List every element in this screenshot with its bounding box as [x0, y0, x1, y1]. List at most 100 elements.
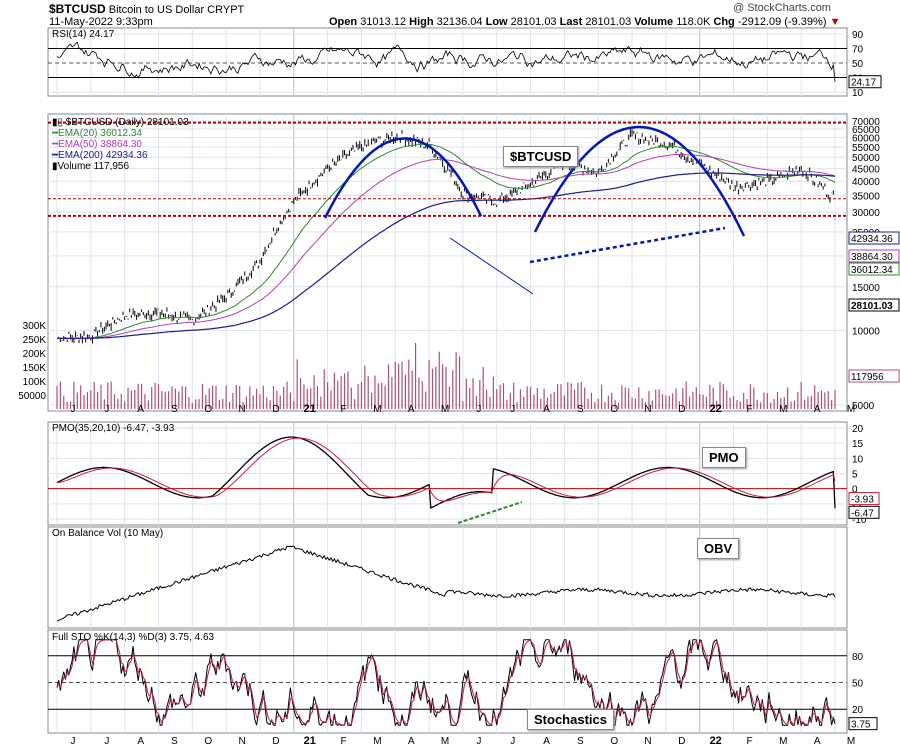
watermark: @ StockCharts.com [733, 2, 831, 14]
last-value: 28101.03 [585, 16, 632, 28]
rsi-ytick: 70 [852, 45, 864, 56]
x-tick-sto: J [476, 736, 481, 747]
x-tick-price: A [814, 404, 821, 415]
obv-title: On Balance Vol (10 May) [52, 528, 164, 539]
sto-d-line [56, 639, 836, 726]
x-tick-price: A [543, 404, 550, 415]
trend-line [449, 237, 534, 295]
sto-ytick: 50 [852, 679, 864, 690]
price-label-box [848, 249, 900, 263]
pmo-callout: PMO [702, 447, 746, 468]
volume-ytick: 250K [23, 335, 47, 346]
x-tick-price: M [441, 404, 449, 415]
ema200-line [57, 172, 836, 340]
x-tick-sto: O [204, 736, 212, 747]
x-tick-price: 22 [710, 403, 722, 415]
x-tick-price: D [678, 404, 685, 415]
x-tick-sto: S [577, 736, 584, 747]
x-tick-sto: A [543, 736, 550, 747]
price-ytick: 50000 [852, 153, 880, 164]
x-tick-sto: 22 [710, 735, 722, 747]
high-value: 32136.04 [436, 16, 483, 28]
rsi-last-box [848, 75, 882, 89]
chart-header: $BTCUSD Bitcoin to US Dollar CRYPT [49, 2, 244, 16]
x-tick-sto: O [610, 736, 618, 747]
price-ytick: 55000 [852, 143, 880, 154]
sto-ytick: 80 [852, 652, 864, 663]
open-label: Open [329, 16, 358, 28]
x-tick-sto: D [678, 736, 685, 747]
x-tick-price: O [204, 404, 212, 415]
pmo-last-box [848, 492, 880, 506]
arc-top-1 [323, 137, 483, 219]
x-tick-sto: F [341, 736, 347, 747]
pmo-last-label: -3.93 [851, 495, 874, 506]
rsi-line [56, 41, 836, 82]
x-tick-sto: M [779, 736, 787, 747]
price-ytick: 10000 [852, 326, 880, 337]
x-tick-price: S [171, 404, 178, 415]
x-tick-price: N [644, 404, 651, 415]
panel-rsi [47, 27, 848, 97]
x-tick-price: M [373, 404, 381, 415]
pmo-ytick: 0 [852, 485, 858, 496]
volume-value: 118.0K [676, 16, 711, 28]
price-label: 38864.30 [851, 252, 893, 263]
symbol-type: CRYPT [207, 4, 245, 16]
x-tick-sto: N [239, 736, 246, 747]
sto-last-box [848, 717, 878, 731]
price-ytick: 60000 [852, 134, 880, 145]
ohlc-readout: Open 31013.12 High 32136.04 Low 28101.03… [329, 16, 840, 28]
chart-date: 11-May-2022 9:33pm [49, 16, 153, 28]
price-label-box [848, 231, 900, 245]
price-ytick: 30000 [852, 208, 880, 219]
x-tick-sto: 21 [304, 735, 316, 747]
price-ytick: 5000 [852, 401, 875, 412]
x-tick-price: J [476, 404, 481, 415]
x-tick-sto: S [171, 736, 178, 747]
price-ytick: 45000 [852, 165, 880, 176]
volume-ytick: 200K [23, 349, 47, 360]
x-tick-price: F [746, 404, 752, 415]
x-tick-price: O [610, 404, 618, 415]
x-tick-sto: M [847, 736, 855, 747]
x-tick-sto: A [408, 736, 415, 747]
legend-ema50: ━EMA(50) 38864.30 [52, 139, 142, 150]
x-tick-sto: M [373, 736, 381, 747]
sto-last-label: 3.75 [851, 720, 871, 731]
sto-ytick: 20 [852, 705, 864, 716]
pmo-signal-line [56, 437, 836, 502]
pmo-title: PMO(35,20,10) -6.47, -3.93 [52, 423, 175, 434]
pmo-last-label: -6.47 [851, 508, 874, 519]
btc-callout: $BTCUSD [503, 146, 579, 167]
rsi-last-label: 24.17 [851, 78, 876, 89]
x-tick-sto: N [644, 736, 651, 747]
sto-k-line [56, 639, 836, 727]
symbol-label: $BTCUSD [49, 2, 106, 16]
pmo-last-box [848, 505, 880, 519]
x-tick-price: A [408, 404, 415, 415]
volume-label: Volume [634, 16, 674, 28]
price-label-box [848, 369, 900, 383]
rsi-ytick: 10 [852, 88, 864, 99]
x-tick-price: F [341, 404, 347, 415]
low-label: Low [485, 16, 508, 28]
x-tick-sto: F [746, 736, 752, 747]
x-tick-price: D [272, 404, 279, 415]
chg-value: -2912.09 (-9.39%) [737, 16, 827, 28]
x-tick-price: S [577, 404, 584, 415]
sto-callout: Stochastics [527, 709, 614, 730]
rsi-title: RSI(14) 24.17 [52, 29, 115, 40]
price-label: 36012.34 [851, 265, 893, 276]
x-tick-price: M [779, 404, 787, 415]
high-label: High [409, 16, 434, 28]
x-tick-sto: J [104, 736, 109, 747]
x-tick-price: J [71, 404, 76, 415]
price-ytick: 15000 [852, 283, 880, 294]
x-tick-sto: J [510, 736, 515, 747]
obv-callout: OBV [697, 538, 740, 559]
labels: 7000065000600005500050000450004000035000… [18, 30, 900, 747]
neckline [529, 226, 726, 264]
open-value: 31013.12 [360, 16, 407, 28]
